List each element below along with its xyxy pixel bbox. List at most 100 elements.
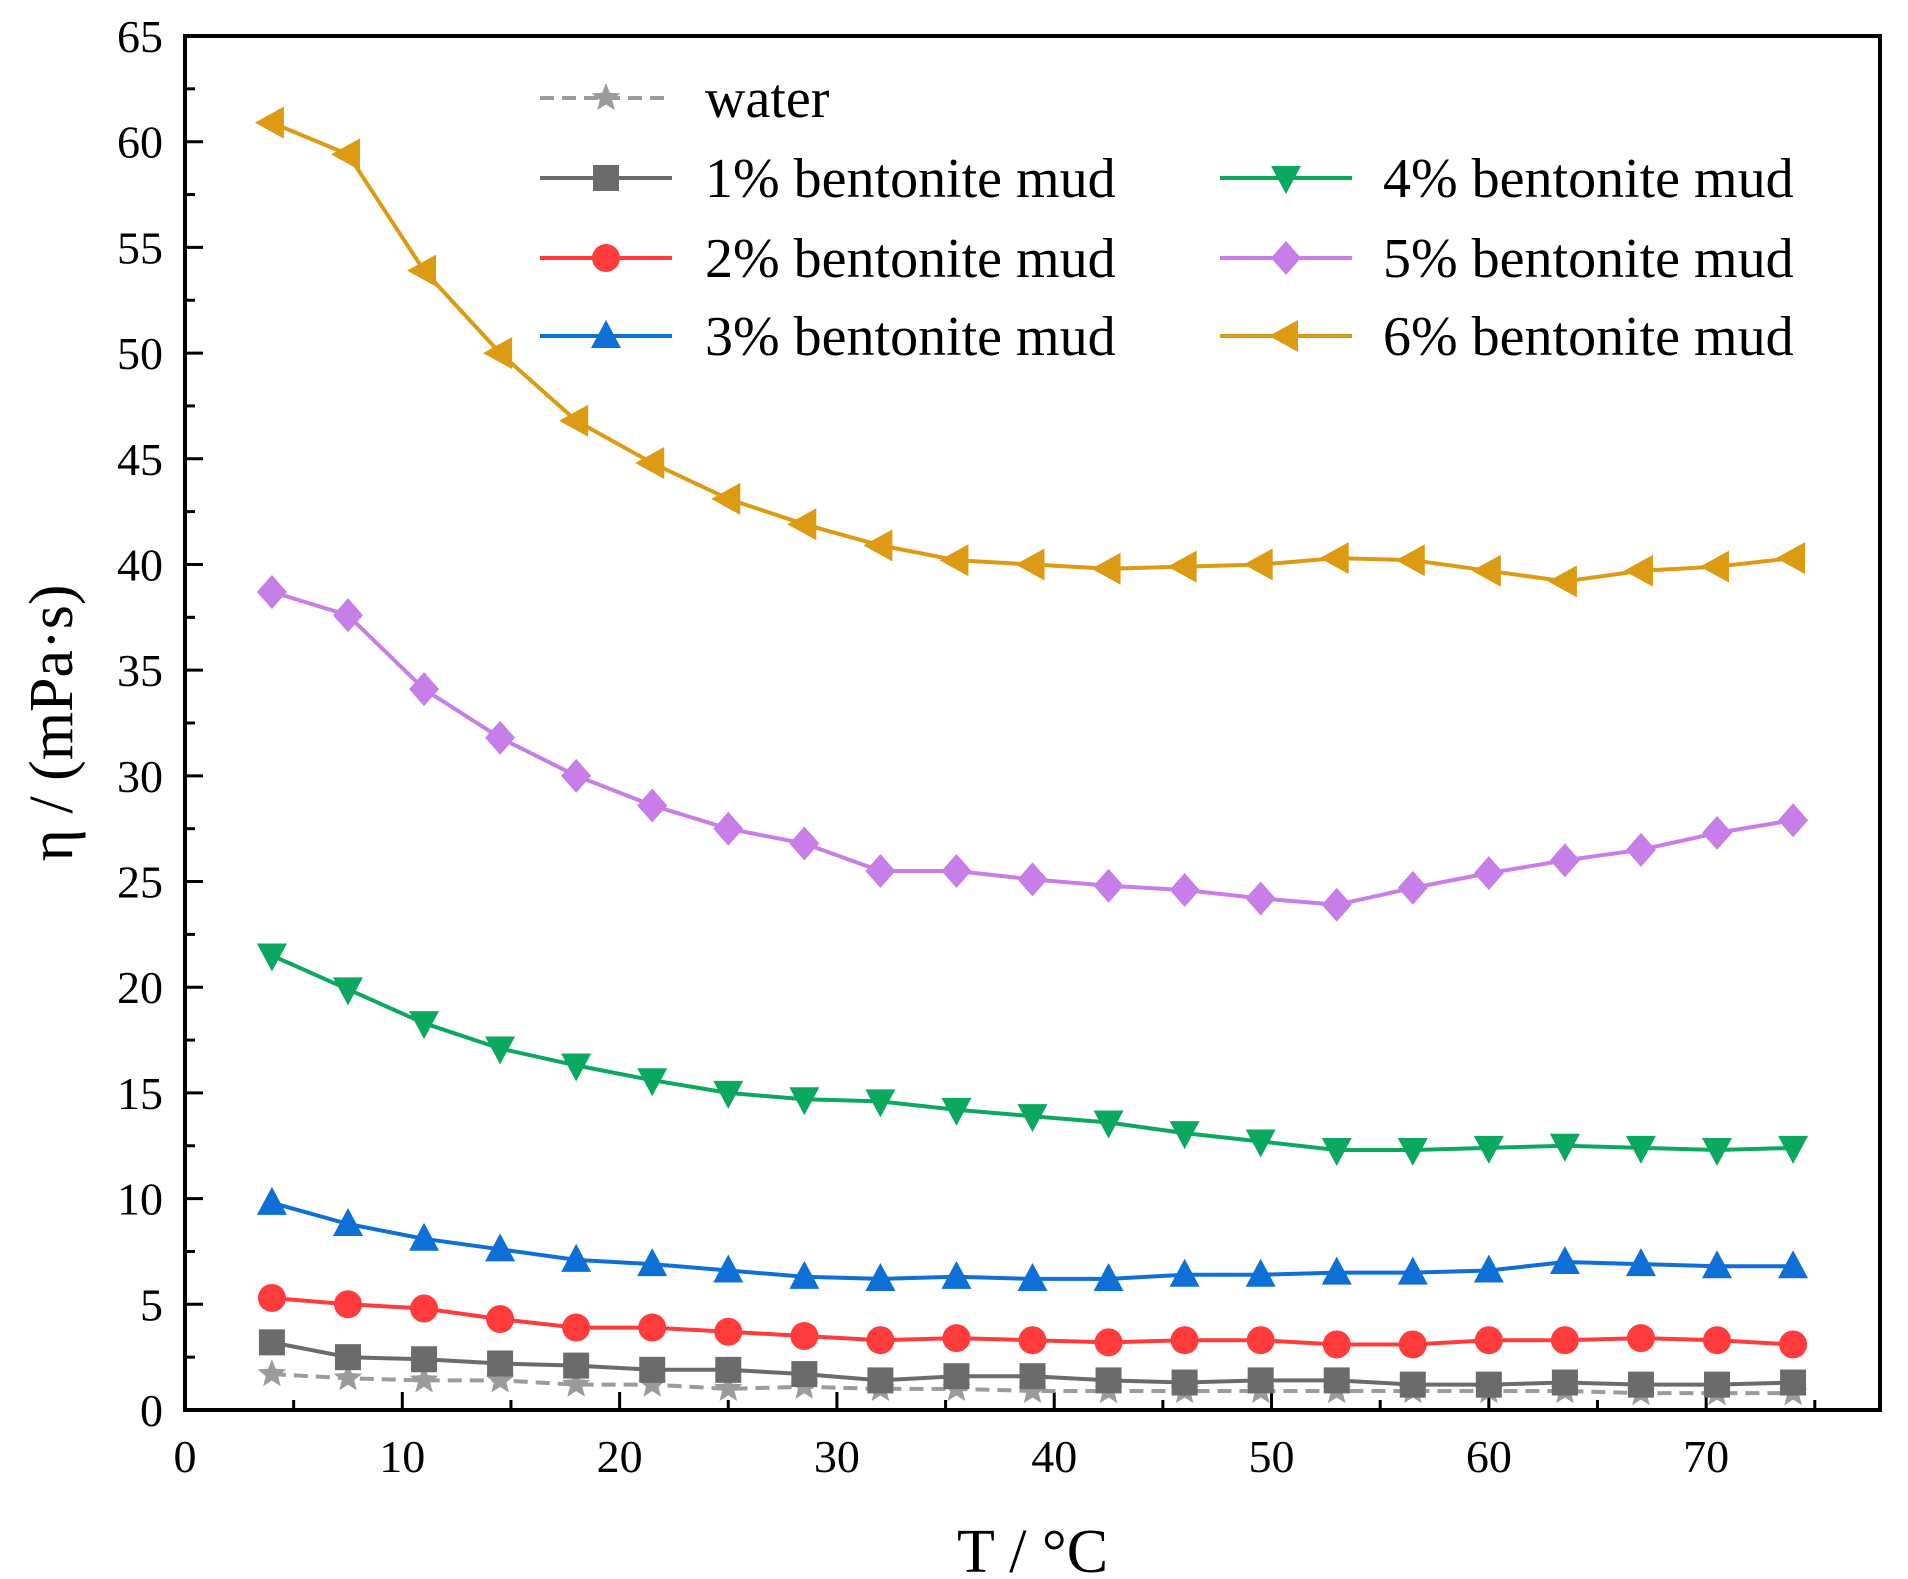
data-point bbox=[1017, 862, 1048, 897]
data-point bbox=[1471, 554, 1501, 587]
data-point bbox=[1018, 1376, 1047, 1404]
data-point bbox=[1395, 544, 1425, 577]
y-tick-label: 60 bbox=[117, 117, 163, 168]
data-point bbox=[1246, 1326, 1275, 1355]
data-point bbox=[487, 1350, 514, 1377]
data-point bbox=[1474, 1326, 1503, 1355]
y-tick-label: 40 bbox=[117, 539, 163, 590]
data-point bbox=[713, 811, 744, 846]
data-point bbox=[867, 1367, 894, 1394]
x-tick-label: 30 bbox=[814, 1431, 860, 1482]
legend-marker bbox=[591, 83, 621, 111]
data-point bbox=[1093, 1262, 1124, 1291]
data-point bbox=[1778, 803, 1809, 838]
series-6-bentonite-mud bbox=[254, 106, 1806, 598]
legend-entry: 5% bentonite mud bbox=[1220, 228, 1794, 290]
data-point bbox=[863, 529, 893, 562]
y-tick-label: 0 bbox=[140, 1385, 163, 1436]
data-point bbox=[485, 1365, 515, 1393]
data-point bbox=[485, 1233, 516, 1262]
data-point bbox=[256, 574, 287, 609]
data-point bbox=[562, 1313, 591, 1342]
data-point bbox=[787, 508, 817, 541]
data-point bbox=[790, 1322, 819, 1351]
data-point bbox=[1778, 1250, 1809, 1279]
legend-marker bbox=[593, 165, 619, 191]
data-point bbox=[637, 1369, 667, 1397]
legend: water 1% bentonite mud 2% bentonite mud 3% … bbox=[540, 68, 1794, 368]
data-point bbox=[637, 1248, 668, 1277]
data-point bbox=[1398, 1330, 1427, 1359]
data-point bbox=[1247, 1367, 1274, 1394]
data-point bbox=[942, 1324, 971, 1353]
data-point bbox=[333, 1290, 362, 1319]
data-point bbox=[410, 1294, 439, 1323]
x-tick-label: 20 bbox=[597, 1431, 643, 1482]
data-point bbox=[1169, 1121, 1200, 1150]
data-point bbox=[332, 598, 363, 633]
x-axis-title: T / °C bbox=[957, 1518, 1108, 1579]
data-point bbox=[1549, 843, 1580, 878]
series-5-bentonite-mud bbox=[256, 574, 1809, 922]
data-point bbox=[1625, 1135, 1656, 1164]
data-point bbox=[1091, 552, 1121, 585]
data-point bbox=[1473, 1135, 1504, 1164]
data-point bbox=[789, 826, 820, 861]
data-point bbox=[561, 1053, 592, 1082]
data-point bbox=[638, 1313, 667, 1342]
data-point bbox=[1778, 1135, 1809, 1164]
data-point bbox=[715, 1356, 742, 1383]
data-point bbox=[865, 853, 896, 888]
data-point bbox=[1625, 832, 1656, 867]
data-point bbox=[1322, 1330, 1351, 1359]
data-point bbox=[1473, 856, 1504, 891]
data-point bbox=[1015, 548, 1045, 581]
data-point bbox=[941, 853, 972, 888]
legend-label: 6% bentonite mud bbox=[1383, 306, 1794, 368]
data-point bbox=[1627, 1371, 1654, 1398]
data-point bbox=[1018, 1326, 1047, 1355]
series-2-bentonite-mud bbox=[257, 1283, 1808, 1359]
data-point bbox=[409, 1011, 440, 1040]
legend-marker bbox=[591, 320, 621, 348]
data-point bbox=[257, 1283, 286, 1312]
data-point bbox=[1169, 1258, 1200, 1287]
x-tick-label: 70 bbox=[1683, 1431, 1729, 1482]
data-point bbox=[1473, 1254, 1504, 1283]
x-tick-label: 50 bbox=[1249, 1431, 1295, 1482]
data-point bbox=[1245, 1129, 1276, 1158]
data-point bbox=[791, 1361, 818, 1388]
data-point bbox=[1095, 1367, 1122, 1394]
legend-marker bbox=[1271, 166, 1301, 194]
axes-layer: 0 10 20 30 40 50 60 70 0 5 10 15 20 25 30 35 40 45 50 55 60 6… bbox=[117, 11, 1817, 1482]
x-tick-label: 10 bbox=[379, 1431, 425, 1482]
data-point bbox=[1399, 1371, 1426, 1398]
data-point bbox=[866, 1326, 895, 1355]
data-point bbox=[1551, 1369, 1578, 1396]
data-point bbox=[865, 1089, 896, 1118]
data-point bbox=[1397, 870, 1428, 905]
x-tick-label: 40 bbox=[1031, 1431, 1077, 1482]
data-point bbox=[1321, 1137, 1352, 1166]
data-point bbox=[1093, 1110, 1124, 1139]
data-point bbox=[485, 1036, 516, 1065]
data-point bbox=[559, 404, 589, 437]
data-point bbox=[409, 672, 440, 707]
y-axis-title: η / (mPa·s) bbox=[18, 585, 86, 862]
data-point bbox=[1549, 1133, 1580, 1162]
data-point bbox=[713, 1254, 744, 1283]
series-3-bentonite-mud bbox=[256, 1186, 1809, 1291]
y-tick-label: 45 bbox=[117, 434, 163, 485]
data-point bbox=[1167, 550, 1197, 583]
data-point bbox=[332, 1207, 363, 1236]
legend-label: 4% bentonite mud bbox=[1383, 148, 1794, 210]
data-point bbox=[1093, 868, 1124, 903]
data-point bbox=[411, 1346, 438, 1373]
data-point bbox=[1704, 1371, 1731, 1398]
data-point bbox=[865, 1262, 896, 1291]
data-point bbox=[256, 943, 287, 972]
series-4-bentonite-mud bbox=[256, 943, 1809, 1166]
data-point bbox=[941, 1097, 972, 1126]
data-point bbox=[1700, 550, 1730, 583]
data-point bbox=[637, 788, 668, 823]
